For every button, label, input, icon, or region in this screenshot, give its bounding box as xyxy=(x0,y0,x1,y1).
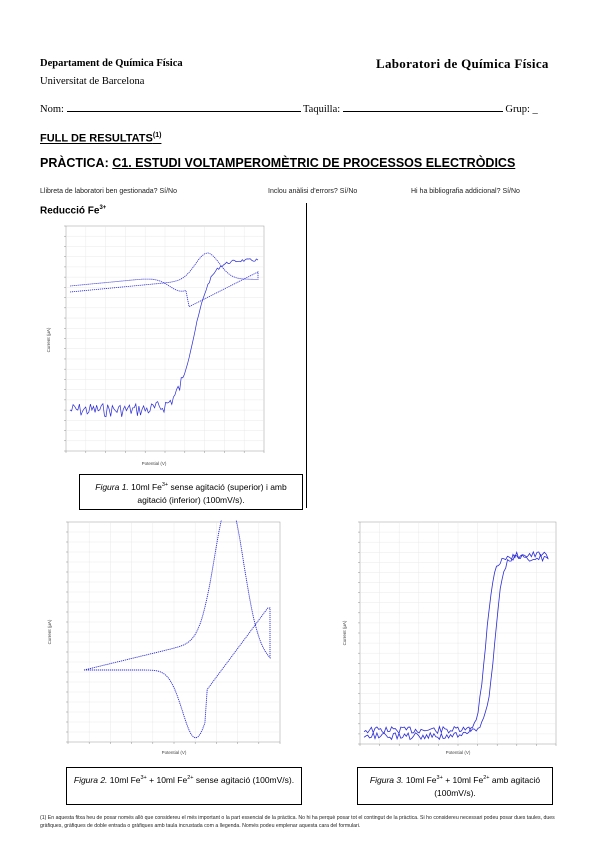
figure-2-plot: Current (µA) Potential (V) xyxy=(44,520,284,760)
caption-sup: 2+ xyxy=(483,775,490,781)
figure-2-caption: Figura 2. 10ml Fe3+ + 10ml Fe2+ sense ag… xyxy=(66,767,302,805)
department-name: Departament de Química Física xyxy=(40,58,183,69)
caption-text: 10ml Fe xyxy=(128,481,162,492)
university-name: Universitat de Barcelona xyxy=(40,76,145,87)
student-fields: Nom: Taquilla: Grup: _ xyxy=(40,101,560,115)
column-divider xyxy=(306,203,307,508)
y-axis-label: Current (µA) xyxy=(47,619,52,644)
figure-1-svg: Current (µA) Potential (V) xyxy=(46,225,265,466)
caption-sup: 3+ xyxy=(161,482,169,488)
figure-3-plot: Current (µA) Potential (V) xyxy=(340,518,560,758)
cv-curve-stirred xyxy=(69,258,259,418)
group-label: Grup: _ xyxy=(505,104,538,115)
caption-label: Figura 3. xyxy=(369,774,404,785)
cv-curve xyxy=(83,520,271,739)
caption-text: sense agitació (superior) i amb agitació… xyxy=(137,481,287,505)
figure-3-caption: Figura 3. 10ml Fe3+ + 10ml Fe2+ amb agit… xyxy=(357,767,553,805)
caption-text: 10ml Fe xyxy=(403,774,437,785)
name-label: Nom: xyxy=(40,104,64,115)
caption-text: + 10ml Fe xyxy=(442,774,484,785)
question-bibliography: Hi ha bibliografia addicional? Sí/No xyxy=(411,188,520,195)
figure-1-plot: Current (µA) Potential (V) xyxy=(44,220,270,470)
locker-field[interactable] xyxy=(342,101,503,112)
caption-text: + 10ml Fe xyxy=(146,774,188,785)
y-axis-label: Current (µA) xyxy=(342,620,347,645)
section-title: Reducció Fe3+ xyxy=(40,205,106,216)
name-field[interactable] xyxy=(66,101,301,112)
question-errors: Inclou anàlisi d'errors? Sí/No xyxy=(268,188,358,195)
caption-label: Figura 1. xyxy=(95,481,129,492)
cv-curve-unstirred xyxy=(69,252,259,308)
figure-2-svg: Current (µA) Potential (V) xyxy=(47,520,281,755)
caption-label: Figura 2. xyxy=(73,774,108,785)
practice-title: PRÀCTICA: C1. ESTUDI VOLTAMPEROMÈTRIC DE… xyxy=(40,156,515,170)
cv-curve-stirred xyxy=(363,550,549,741)
results-title-text: FULL DE RESULTATS xyxy=(40,132,153,145)
results-title: FULL DE RESULTATS(1) xyxy=(40,132,161,145)
practice-prefix: PRÀCTICA: xyxy=(40,156,109,170)
figure-3-svg: Current (µA) Potential (V) xyxy=(342,521,557,755)
question-notebook: Llibreta de laboratori ben gestionada? S… xyxy=(40,188,177,195)
y-axis-label: Current (µA) xyxy=(46,327,51,352)
lab-name: Laboratori de Química Física xyxy=(376,56,549,71)
caption-sup: 2+ xyxy=(187,775,194,781)
locker-label: Taquilla: xyxy=(302,104,341,115)
section-sup: 3+ xyxy=(99,205,107,211)
results-note-mark: (1) xyxy=(152,132,162,139)
x-axis-label: Potential (V) xyxy=(142,461,167,466)
caption-sup: 3+ xyxy=(436,775,443,781)
x-axis-label: Potential (V) xyxy=(162,750,187,755)
x-axis-label: Potential (V) xyxy=(446,750,471,755)
practice-name: C1. ESTUDI VOLTAMPEROMÈTRIC DE PROCESSOS… xyxy=(112,156,516,170)
caption-text: sense agitació (100mV/s). xyxy=(193,774,295,785)
section-label: Reducció Fe xyxy=(40,205,100,217)
footnote: (1) En aquesta fitxa heu de posar només … xyxy=(40,815,555,829)
caption-sup: 3+ xyxy=(140,775,147,781)
caption-text: 10ml Fe xyxy=(107,774,141,785)
figure-1-caption: Figura 1. 10ml Fe3+ sense agitació (supe… xyxy=(79,474,303,510)
caption-text: amb agitació (100mV/s). xyxy=(434,774,541,798)
